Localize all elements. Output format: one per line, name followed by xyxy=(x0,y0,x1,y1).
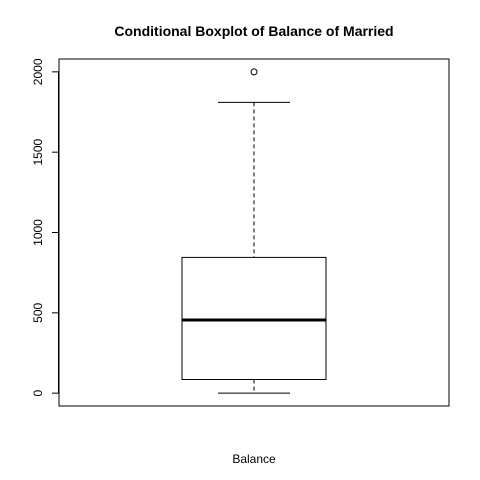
y-axis: 0 500 1000 1500 2000 xyxy=(31,58,59,396)
y-tick-label: 2000 xyxy=(31,58,45,85)
outlier-point xyxy=(250,68,258,76)
box-group xyxy=(181,68,327,394)
box-iqr xyxy=(181,256,327,380)
y-tick-label: 500 xyxy=(31,302,45,322)
y-tick-label: 1000 xyxy=(31,219,45,246)
chart-title: Conditional Boxplot of Balance of Marrie… xyxy=(114,23,393,39)
y-tick-label: 0 xyxy=(31,389,45,396)
y-tick-label: 1500 xyxy=(31,139,45,166)
x-axis-label: Balance xyxy=(232,452,276,466)
